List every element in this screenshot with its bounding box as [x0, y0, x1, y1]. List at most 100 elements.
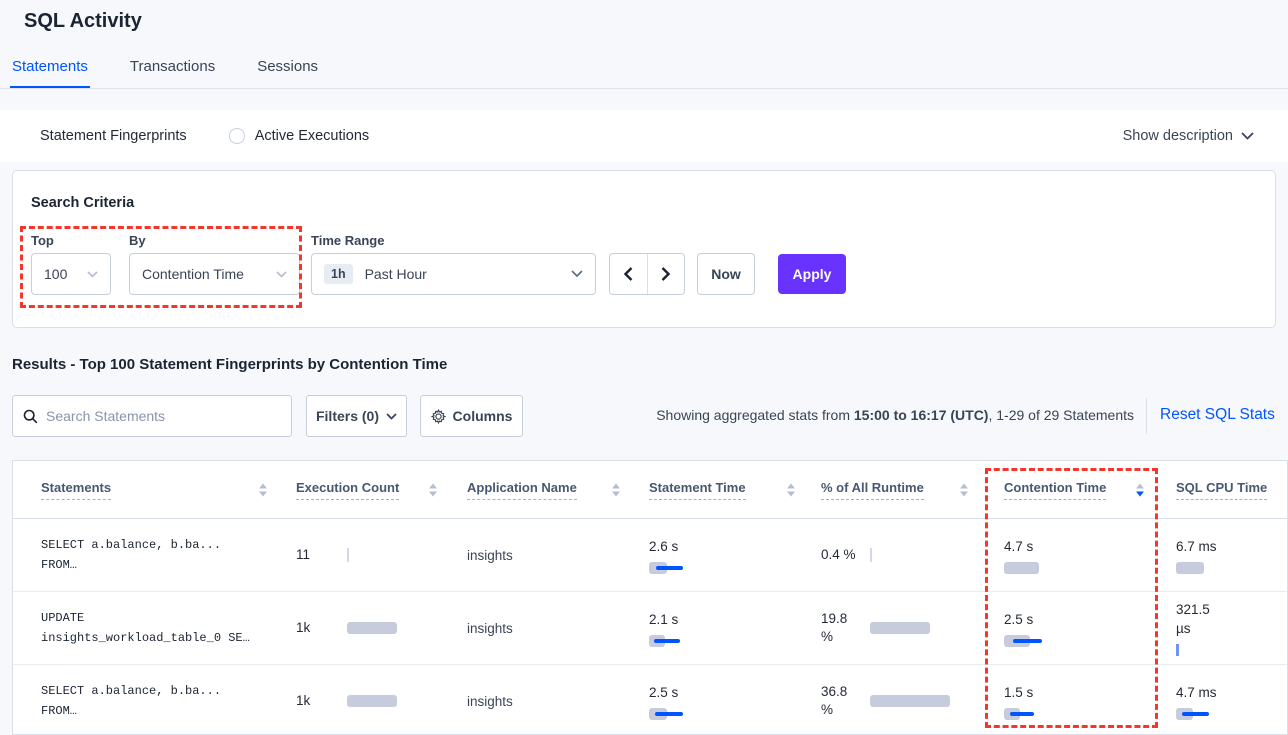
execution-count-value: 1k [296, 620, 311, 635]
sort-icon-statements[interactable] [259, 483, 267, 496]
contention-time-bar [1004, 634, 1042, 647]
execution-count-cell: 1k [296, 592, 397, 664]
sort-icon-contention-time[interactable] [1136, 483, 1144, 496]
statement-fingerprint[interactable]: SELECT a.balance, b.ba... FROM… [41, 684, 222, 718]
header-label: SQL CPU Time [1176, 480, 1268, 500]
tab-transactions[interactable]: Transactions [129, 58, 216, 75]
percent-runtime-bar [870, 548, 873, 562]
tab-bar: Statements Transactions Sessions [10, 58, 320, 88]
chevron-left-icon [623, 267, 633, 281]
table-row[interactable]: SELECT a.balance, b.ba... FROM… 1k insig… [13, 665, 1287, 734]
time-range-badge: 1h [324, 264, 353, 284]
execution-count-cell: 11 [296, 519, 350, 591]
contention-time-cell: 2.5 s [1004, 592, 1042, 664]
by-select[interactable]: Contention Time [129, 253, 300, 295]
search-statements-input[interactable] [46, 408, 281, 424]
header-percent-runtime[interactable]: % of All Runtime [821, 480, 924, 500]
sql-cpu-time-value: 6.7 ms [1176, 538, 1217, 554]
sql-cpu-time-cell: 6.7 ms [1176, 519, 1217, 591]
statements-table: Statements Execution Count Application N… [12, 460, 1288, 735]
header-statements[interactable]: Statements [41, 480, 112, 500]
sql-cpu-time-cell: 321.5 µs [1176, 592, 1210, 664]
percent-runtime-value: 19.8 % [821, 611, 848, 644]
search-criteria-card: Search Criteria Top By Time Range 100 Co… [12, 170, 1276, 328]
sql-cpu-time-bar [1176, 644, 1179, 656]
previous-time-button[interactable] [610, 254, 648, 294]
sort-icon-execution-count[interactable] [429, 483, 437, 496]
execution-count-value: 1k [296, 693, 311, 708]
table-header-row: Statements Execution Count Application N… [13, 461, 1287, 519]
contention-time-cell: 1.5 s [1004, 665, 1034, 734]
header-execution-count[interactable]: Execution Count [296, 480, 400, 500]
contention-time-cell: 4.7 s [1004, 519, 1039, 591]
top-select[interactable]: 100 [31, 253, 111, 295]
aggregated-stats-text: Showing aggregated stats from 15:00 to 1… [620, 407, 1134, 423]
sort-icon-statement-time[interactable] [787, 483, 795, 496]
stats-prefix: Showing aggregated stats from [656, 407, 854, 423]
application-name-cell: insights [467, 693, 513, 709]
sql-cpu-time-value: 321.5 µs [1176, 602, 1210, 636]
search-criteria-heading: Search Criteria [31, 195, 135, 211]
now-button[interactable]: Now [697, 253, 755, 295]
tab-sessions[interactable]: Sessions [257, 58, 319, 75]
execution-count-cell: 1k [296, 665, 397, 734]
execution-count-bar [347, 548, 350, 562]
application-name-cell: insights [467, 620, 513, 636]
header-label: Application Name [467, 480, 577, 500]
header-statement-time[interactable]: Statement Time [649, 480, 746, 500]
chevron-down-icon [1241, 132, 1254, 140]
show-description-toggle[interactable]: Show description [1123, 128, 1254, 144]
columns-label: Columns [452, 408, 513, 424]
contention-time-value: 1.5 s [1004, 684, 1034, 700]
sql-cpu-time-cell: 4.7 ms [1176, 665, 1217, 734]
toolbar-divider [1146, 398, 1147, 434]
statement-fingerprint[interactable]: UPDATE insights_workload_table_0 SE… [41, 611, 250, 645]
chevron-down-icon [276, 270, 287, 278]
contention-time-value: 4.7 s [1004, 538, 1034, 554]
search-statements-box [12, 395, 292, 437]
table-row[interactable]: SELECT a.balance, b.ba... FROM… 11 insig… [13, 519, 1287, 592]
execution-count-value: 11 [296, 547, 311, 562]
results-heading: Results - Top 100 Statement Fingerprints… [12, 356, 448, 373]
top-label: Top [31, 233, 54, 248]
reset-sql-stats-link[interactable]: Reset SQL Stats [1160, 406, 1275, 423]
statement-time-bar [649, 561, 683, 574]
statement-fingerprint[interactable]: SELECT a.balance, b.ba... FROM… [41, 538, 222, 572]
time-range-select[interactable]: 1h Past Hour [311, 253, 596, 295]
statement-time-cell: 2.1 s [649, 592, 680, 664]
radio-unselected-icon[interactable] [228, 128, 245, 144]
table-row[interactable]: UPDATE insights_workload_table_0 SE… 1k … [13, 592, 1287, 665]
application-name-cell: insights [467, 547, 513, 563]
statement-time-bar [649, 707, 683, 720]
statement-time-value: 2.5 s [649, 684, 679, 700]
columns-button[interactable]: Columns [420, 395, 523, 437]
sql-cpu-time-bar [1176, 561, 1204, 574]
sort-icon-percent-runtime[interactable] [960, 483, 968, 496]
radio-statement-fingerprints[interactable]: Statement Fingerprints [30, 128, 187, 234]
percent-runtime-cell: 19.8 % [821, 592, 930, 664]
view-toggle-bar: Statement Fingerprints Active Executions… [0, 110, 1288, 234]
header-contention-time[interactable]: Contention Time [1004, 480, 1107, 500]
execution-count-bar [347, 622, 397, 634]
header-sql-cpu-time[interactable]: SQL CPU Time [1176, 480, 1268, 500]
percent-runtime-bar [870, 695, 950, 707]
chevron-down-icon [571, 270, 583, 278]
radio-active-executions[interactable]: Active Executions [228, 128, 370, 144]
tab-statements[interactable]: Statements [10, 58, 90, 88]
by-select-value: Contention Time [142, 266, 244, 282]
next-time-button[interactable] [648, 254, 685, 294]
contention-time-value: 2.5 s [1004, 611, 1034, 627]
apply-button[interactable]: Apply [778, 254, 846, 294]
header-application-name[interactable]: Application Name [467, 480, 577, 500]
contention-time-bar [1004, 561, 1039, 574]
radio-label: Active Executions [254, 128, 370, 144]
statement-time-cell: 2.5 s [649, 665, 683, 734]
header-label: Contention Time [1004, 480, 1107, 500]
percent-runtime-value: 36.8 % [821, 684, 848, 717]
percent-runtime-cell: 0.4 % [821, 519, 873, 591]
filters-button[interactable]: Filters (0) [306, 395, 407, 437]
contention-time-bar [1004, 707, 1034, 720]
sort-icon-application-name[interactable] [612, 483, 620, 496]
stats-time-range: 15:00 to 16:17 (UTC) [853, 407, 989, 423]
statement-time-value: 2.6 s [649, 538, 679, 554]
